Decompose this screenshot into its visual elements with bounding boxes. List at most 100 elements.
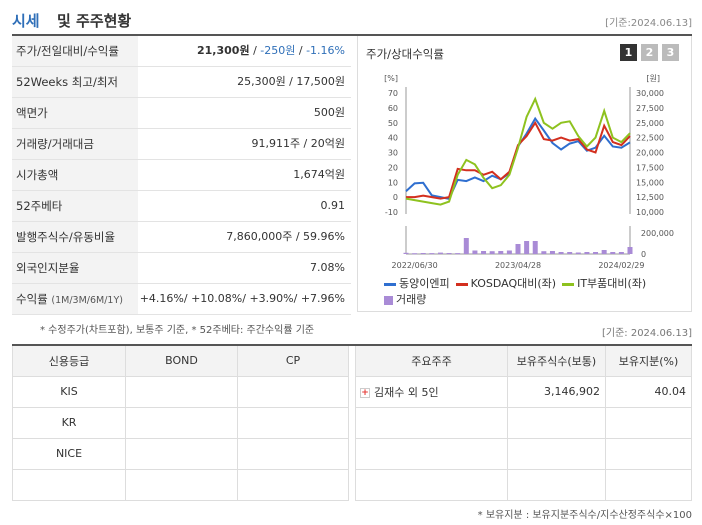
quote-label: 52주베타 [12,191,138,221]
legend-label: 동양이엔피 [399,277,450,290]
cp-rating [237,375,349,408]
stake-percent: 40.04 [605,375,692,408]
shares-held: 3,146,902 [507,375,606,408]
as-of-date: [기준:2024.06.13] [605,18,692,29]
return-1m: +4.16% [139,292,184,305]
price-chart: [%] [원] 70 60 50 40 30 20 10 0 -10 30,000 27,500 25,0… [384,74,674,270]
legend-item-stock: 동양이엔피 [384,275,450,291]
quote-label: 외국인지분율 [12,253,138,283]
quote-row-volume: 거래량/거래대금 91,911주 / 20억원 [12,129,351,160]
volume-bar [498,251,504,254]
shareholder-name [355,437,508,470]
return-1y: +7.96% [300,292,345,305]
volume-bar [455,253,461,255]
left-tick-label: 40 [388,134,398,143]
divider [12,344,692,346]
quote-value: 21,300원 / -250원 / -1.16% [197,36,345,66]
quote-value: 7.08% [310,261,345,274]
volume-bar [515,244,521,254]
cp-rating [237,437,349,470]
quote-label: 발행주식수/유동비율 [12,222,138,252]
stake-percent [605,468,692,501]
bond-rating [125,468,238,501]
quote-row-par: 액면가 500원 [12,98,351,129]
chart-button-3[interactable]: 3 [662,44,679,61]
returns-label: 수익률 [16,292,48,306]
quote-label: 거래량/거래대금 [12,129,138,159]
shareholder-name [355,406,508,439]
shares-held [507,406,606,439]
shares-held [507,437,606,470]
quote-row-price: 주가/전일대비/수익률 21,300원 / -250원 / -1.16% [12,36,351,67]
quote-row-shares: 발행주식수/유동비율 7,860,000주 / 59.96% [12,222,351,253]
legend-item-it: IT부품대비(좌) [562,275,646,291]
quote-value: 91,911주 / 20억원 [251,137,345,150]
rating-agency: KR [12,406,126,439]
cp-rating [237,468,349,501]
separator: / [295,44,307,57]
shareholder-footnote: * 보유지분 : 보유지분주식수/지수산정주식수×100 [477,510,692,521]
volume-bar [481,251,487,254]
volume-bar [610,252,616,254]
column-header: 보유지분(%) [605,346,692,377]
legend-swatch [455,282,468,286]
table-row [355,468,692,501]
shareholder-name-cell[interactable]: + 김재수 외 5인 [355,375,508,408]
price-value: 21,300원 [197,44,250,57]
quote-footnote: * 수정주가(차트포함), 보통주 기준, * 52주베타: 주간수익률 기준 [40,325,315,336]
chart-legend: 동양이엔피 KOSDAQ대비(좌) IT부품대비(좌) 거래량 [384,275,684,307]
volume-bar [532,241,538,254]
quote-label: 52Weeks 최고/최저 [12,67,138,97]
right-tick-label: 22,500 [636,134,664,143]
left-tick-label: 50 [388,119,398,128]
legend-label: KOSDAQ대비(좌) [470,277,557,290]
legend-label: 거래량 [396,293,427,306]
volume-bar [524,241,530,254]
volume-tick-label: 200,000 [641,229,674,238]
right-axis-unit: [원] [646,74,660,83]
volume-bar [472,250,478,254]
volume-bar [593,252,599,254]
credit-rating-table: 신용등급 BOND CP KIS KR NICE [12,346,349,501]
section-title-main: 시세 [12,12,40,30]
bond-rating [125,406,238,439]
volume-bar [567,252,573,254]
left-tick-label: -10 [385,208,398,217]
rating-agency: NICE [12,437,126,470]
quote-label: 액면가 [12,98,138,128]
stake-percent [605,406,692,439]
quote-row-beta: 52주베타 0.91 [12,191,351,222]
return-3m: +10.08% [191,292,243,305]
quote-value: 25,300원 / 17,500원 [237,75,345,88]
series-line [405,116,631,201]
rate-value: -1.16% [306,44,345,57]
volume-bar [506,250,512,254]
section-title-sub: 및 주주현황 [57,12,132,30]
legend-swatch [384,282,396,286]
table-header-row: 신용등급 BOND CP [12,346,349,377]
table-row: + 김재수 외 5인 3,146,902 40.04 [355,375,692,408]
shareholder-as-of-date: [기준: 2024.06.13] [601,328,692,339]
left-axis-unit: [%] [384,74,398,83]
volume-bar [558,252,564,254]
volume-bar [575,252,581,254]
quote-label: 시가총액 [12,160,138,190]
column-header: CP [237,346,349,377]
chart-button-2[interactable]: 2 [641,44,658,61]
quote-row-52w: 52Weeks 최고/최저 25,300원 / 17,500원 [12,67,351,98]
volume-bar [489,251,495,254]
volume-bar [420,253,426,254]
chart-button-1[interactable]: 1 [620,44,637,61]
expand-plus-icon[interactable]: + [360,387,370,398]
shareholder-table: 주요주주 보유주식수(보통) 보유지분(%) + 김재수 외 5인 3,146,9… [355,346,692,501]
right-tick-label: 12,500 [636,193,664,202]
left-tick-label: 30 [388,149,398,158]
section-header: 시세 및 주주현황 [기준:2024.06.13] [12,8,692,34]
bond-rating [125,375,238,408]
right-tick-label: 15,000 [636,178,664,187]
left-tick-label: 70 [388,89,398,98]
quote-row-returns: 수익률 (1M/3M/6M/1Y) +4.16%/ +10.08%/ +3.90… [12,284,351,315]
volume-bar [549,251,555,254]
table-row [12,468,349,501]
